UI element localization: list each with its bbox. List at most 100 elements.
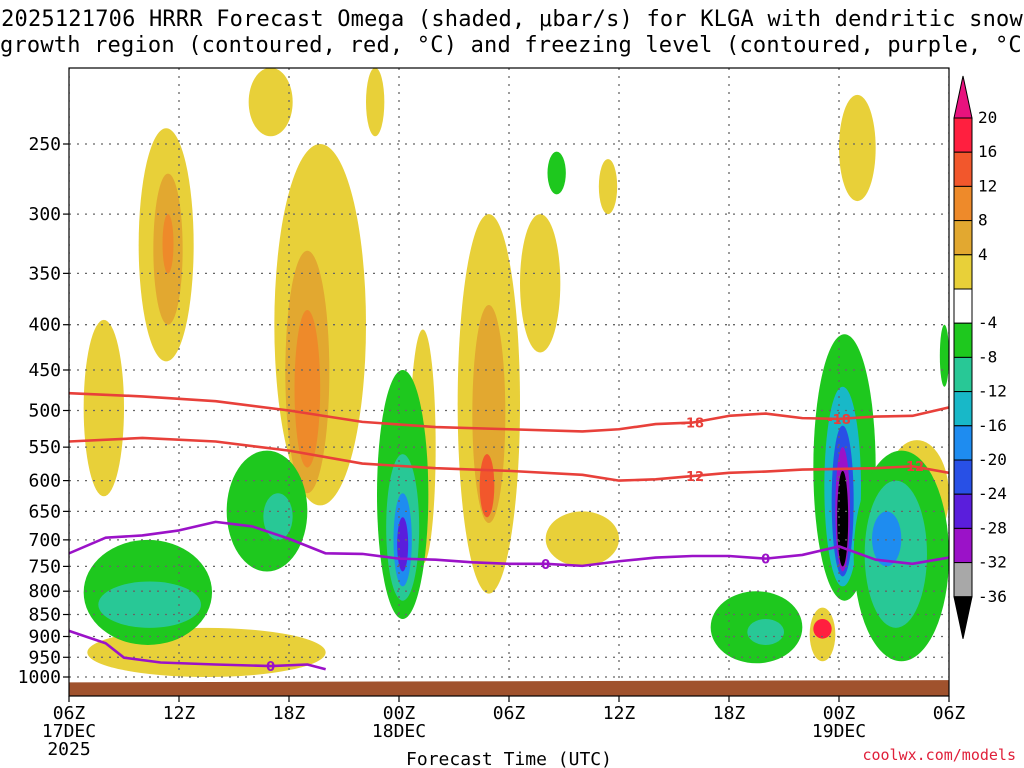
x-tick-label-30: 12Z (603, 703, 636, 724)
y-tick-label-800: 800 (28, 581, 61, 602)
colorbar-label-3: 8 (978, 211, 988, 230)
grid-lines (69, 68, 949, 696)
y-tick-label-850: 850 (28, 605, 61, 626)
temp-contour-minus18-label-1: -18 (827, 413, 851, 428)
y-tick-label-750: 750 (28, 556, 61, 577)
omega-region-7 (294, 310, 321, 468)
y-tick-label-500: 500 (28, 401, 61, 422)
x-tick-label-42: 00Z (823, 703, 856, 724)
omega-region-3 (162, 214, 174, 274)
contours: -18 -18 -12 -12 0 0 0 (69, 391, 949, 675)
colorbar-label-0: 20 (978, 108, 997, 127)
temp-contour-minus18-label-0: -18 (681, 417, 705, 432)
colorbar-segment-12 (953, 527, 973, 564)
colorbar-segment-8 (953, 391, 973, 427)
x-tick-sublabel-0-0: 17DEC (42, 721, 96, 742)
x-tick-label-18: 00Z (383, 703, 416, 724)
omega-region-0 (83, 319, 124, 497)
colorbar-top-arrow (953, 75, 973, 119)
omega-region-40 (939, 324, 949, 387)
x-tick-label-6: 12Z (163, 703, 196, 724)
x-tick-sublabel-0-1: 2025 (47, 739, 90, 760)
y-tick-label-700: 700 (28, 530, 61, 551)
omega-region-29 (547, 151, 566, 195)
colorbar-label-10: -24 (978, 484, 1007, 503)
omega-region-14 (598, 159, 618, 215)
omega-region-31 (747, 619, 785, 645)
freezing-level-label-0: 0 (541, 558, 550, 573)
credit-text: coolwx.com/models (862, 746, 1016, 764)
y-tick-label-950: 950 (28, 647, 61, 668)
omega-region-12 (479, 454, 495, 518)
temp-contour-minus12-label-1: -12 (901, 460, 925, 475)
colorbar-label-1: 16 (978, 142, 997, 161)
colorbar-label-11: -28 (978, 518, 1007, 537)
x-tick-label-24: 06Z (493, 703, 526, 724)
omega-region-8 (366, 68, 385, 137)
colorbar-segment-7 (953, 356, 973, 393)
x-tick-label-12: 18Z (273, 703, 306, 724)
freezing-level-surface-line (69, 629, 326, 671)
colorbar-segment-3 (953, 220, 973, 256)
colorbar-label-2: 12 (978, 176, 997, 195)
y-tick-label-550: 550 (28, 437, 61, 458)
terrain-band (69, 680, 949, 696)
omega-region-11 (472, 304, 506, 524)
omega-shading (83, 68, 949, 677)
chart-title-line-2: growth region (contoured, red, °C) and f… (0, 33, 1024, 58)
plot-area: -18 -18 -12 -12 0 0 0 (69, 68, 949, 696)
colorbar-label-7: -12 (978, 382, 1007, 401)
colorbar-label-5: -4 (978, 313, 997, 332)
colorbar-label-13: -36 (978, 587, 1007, 606)
omega-region-36 (837, 470, 849, 567)
colorbar-segment-0 (953, 117, 973, 153)
colorbar-label-9: -20 (978, 450, 1007, 469)
chart-title-line-1: 2025121706 HRRR Forecast Omega (shaded, … (1, 7, 1023, 32)
omega-region-24 (263, 493, 293, 540)
colorbar: 20 16 12 8 4 -4 -8 -12 -16 -20 -24 -28 -32 -36 (953, 75, 1007, 639)
y-tick-label-600: 600 (28, 471, 61, 492)
colorbar-segment-10 (953, 459, 973, 495)
y-axis: 2503003504004505005506006507007508008509… (18, 134, 69, 688)
x-tick-sublabel-42-0: 19DEC (812, 721, 866, 742)
colorbar-label-12: -32 (978, 553, 1007, 572)
colorbar-label-8: -16 (978, 416, 1007, 435)
omega-region-13 (520, 214, 561, 353)
omega-region-22 (98, 581, 201, 628)
omega-region-4 (248, 68, 293, 137)
terrain (69, 680, 949, 696)
colorbar-label-4: 4 (978, 245, 988, 264)
colorbar-segment-13 (953, 562, 973, 598)
omega-region-20 (545, 511, 619, 567)
omega-region-15 (839, 94, 876, 202)
colorbar-bottom-arrow (953, 596, 973, 639)
temp-contour-minus12-label-0: -12 (681, 470, 705, 485)
x-tick-label-36: 18Z (713, 703, 746, 724)
y-tick-label-400: 400 (28, 315, 61, 336)
x-tick-label-0: 06Z (53, 703, 86, 724)
y-tick-label-650: 650 (28, 501, 61, 522)
y-tick-label-300: 300 (28, 204, 61, 225)
colorbar-segment-6 (953, 322, 973, 358)
colorbar-segment-9 (953, 425, 973, 461)
y-tick-label-450: 450 (28, 360, 61, 381)
temp-contour-minus18-line (69, 391, 949, 433)
x-tick-label-48: 06Z (933, 703, 966, 724)
colorbar-segment-1 (953, 151, 973, 187)
freezing-level-surface-label-0: 0 (266, 660, 275, 675)
y-tick-label-350: 350 (28, 263, 61, 284)
omega-region-39 (872, 511, 902, 567)
x-tick-sublabel-18-0: 18DEC (372, 721, 426, 742)
colorbar-segment-2 (953, 185, 973, 222)
colorbar-segment-11 (953, 493, 973, 529)
freezing-level-line (69, 520, 949, 568)
omega-region-17 (813, 619, 832, 639)
colorbar-segment-4 (953, 254, 973, 290)
x-axis-label: Forecast Time (UTC) (406, 749, 612, 768)
y-tick-label-1000: 1000 (18, 667, 61, 688)
colorbar-segment-5 (953, 288, 973, 324)
freezing-level-label-1: 0 (761, 553, 770, 568)
y-tick-label-900: 900 (28, 626, 61, 647)
